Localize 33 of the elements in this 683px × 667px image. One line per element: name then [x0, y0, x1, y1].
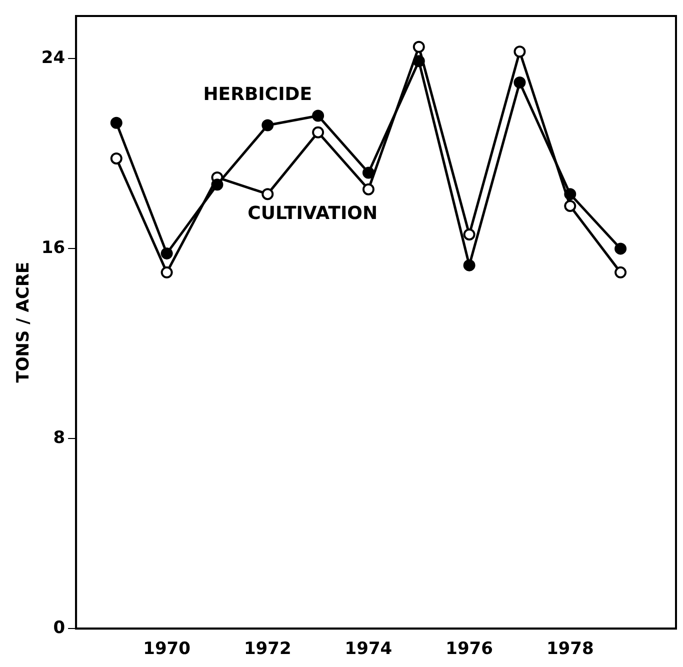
x-tick-label: 1972	[244, 639, 292, 660]
point	[564, 188, 576, 200]
point	[362, 166, 374, 179]
x-tick-label: 1976	[446, 639, 493, 660]
point	[614, 266, 627, 278]
y-tick-label: 0	[53, 618, 66, 638]
point	[463, 228, 476, 240]
x-tick-label: 1970	[143, 639, 191, 660]
series-label: CULTIVATION	[248, 202, 378, 224]
point	[412, 55, 425, 68]
point	[312, 126, 324, 138]
point	[262, 188, 274, 200]
point	[160, 247, 173, 260]
point	[110, 116, 122, 129]
point	[412, 40, 425, 53]
point	[564, 200, 576, 212]
point	[160, 266, 173, 278]
point	[312, 110, 324, 122]
point	[110, 152, 122, 164]
point	[211, 178, 224, 191]
point	[614, 242, 627, 255]
y-tick-label: 16	[41, 238, 66, 258]
x-tick-label: 1974	[344, 639, 392, 660]
point	[262, 119, 274, 132]
y-tick-label: 8	[53, 428, 66, 448]
x-tick-label: 1978	[546, 639, 594, 660]
series-label: HERBICIDE	[203, 84, 312, 105]
point	[514, 46, 526, 58]
point	[463, 259, 476, 272]
point	[362, 183, 374, 196]
y-tick-label: 24	[41, 48, 66, 68]
point	[514, 76, 526, 88]
y-axis-title: TONS / ACRE	[14, 262, 34, 383]
